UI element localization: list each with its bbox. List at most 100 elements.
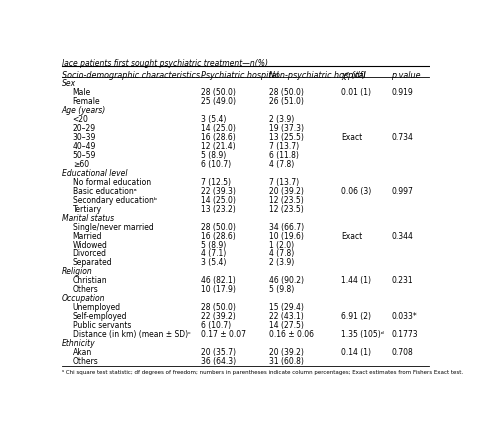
Text: Self-employed: Self-employed	[73, 312, 127, 321]
Text: No formal education: No formal education	[73, 178, 151, 187]
Text: 20 (39.2): 20 (39.2)	[269, 348, 304, 357]
Text: 1.44 (1): 1.44 (1)	[341, 276, 371, 285]
Text: 6 (10.7): 6 (10.7)	[200, 321, 231, 330]
Text: 22 (39.2): 22 (39.2)	[200, 312, 235, 321]
Text: Basic educationᵃ: Basic educationᵃ	[73, 187, 136, 196]
Text: 6.91 (2): 6.91 (2)	[341, 312, 371, 321]
Text: 0.708: 0.708	[391, 348, 413, 357]
Text: Others: Others	[73, 285, 98, 294]
Text: 20 (39.2): 20 (39.2)	[269, 187, 304, 196]
Text: Psychiatric hospital: Psychiatric hospital	[200, 71, 278, 80]
Text: Others: Others	[73, 357, 98, 366]
Text: Separated: Separated	[73, 258, 112, 267]
Text: lace patients first sought psychiatric treatment—n(%): lace patients first sought psychiatric t…	[62, 59, 268, 68]
Text: 0.997: 0.997	[391, 187, 413, 196]
Text: 13 (25.5): 13 (25.5)	[269, 133, 304, 142]
Text: 34 (66.7): 34 (66.7)	[269, 223, 304, 232]
Text: 0.06 (3): 0.06 (3)	[341, 187, 371, 196]
Text: Non-psychiatric hospital: Non-psychiatric hospital	[269, 71, 366, 80]
Text: ≥60: ≥60	[73, 160, 89, 169]
Text: 40–49: 40–49	[73, 142, 96, 151]
Text: 7 (12.5): 7 (12.5)	[200, 178, 230, 187]
Text: Unemployed: Unemployed	[73, 303, 121, 312]
Text: 0.734: 0.734	[391, 133, 413, 142]
Text: Socio-demographic characteristics: Socio-demographic characteristics	[62, 71, 200, 80]
Text: 6 (11.8): 6 (11.8)	[269, 151, 299, 160]
Text: Sex: Sex	[62, 79, 76, 88]
Text: 4 (7.8): 4 (7.8)	[269, 160, 294, 169]
Text: 10 (17.9): 10 (17.9)	[200, 285, 235, 294]
Text: 14 (27.5): 14 (27.5)	[269, 321, 304, 330]
Text: 2 (3.9): 2 (3.9)	[269, 115, 294, 124]
Text: 50–59: 50–59	[73, 151, 96, 160]
Text: 46 (90.2): 46 (90.2)	[269, 276, 304, 285]
Text: Divorced: Divorced	[73, 250, 107, 258]
Text: p value: p value	[391, 71, 421, 80]
Text: 31 (60.8): 31 (60.8)	[269, 357, 304, 366]
Text: 4 (7.8): 4 (7.8)	[269, 250, 294, 258]
Text: 5 (8.9): 5 (8.9)	[200, 241, 226, 250]
Text: 46 (82.1): 46 (82.1)	[200, 276, 235, 285]
Text: 14 (25.0): 14 (25.0)	[200, 124, 235, 133]
Text: 6 (10.7): 6 (10.7)	[200, 160, 231, 169]
Text: Age (years): Age (years)	[62, 106, 106, 115]
Text: 0.14 (1): 0.14 (1)	[341, 348, 371, 357]
Text: 0.1773: 0.1773	[391, 330, 418, 339]
Text: 3 (5.4): 3 (5.4)	[200, 258, 226, 267]
Text: Single/never married: Single/never married	[73, 223, 153, 232]
Text: Religion: Religion	[62, 267, 92, 276]
Text: Ethnicity: Ethnicity	[62, 339, 95, 348]
Text: 3 (5.4): 3 (5.4)	[200, 115, 226, 124]
Text: 36 (64.3): 36 (64.3)	[200, 357, 236, 366]
Text: 7 (13.7): 7 (13.7)	[269, 142, 299, 151]
Text: 2 (3.9): 2 (3.9)	[269, 258, 294, 267]
Text: 28 (50.0): 28 (50.0)	[200, 303, 235, 312]
Text: 30–39: 30–39	[73, 133, 96, 142]
Text: Secondary educationᵇ: Secondary educationᵇ	[73, 196, 157, 205]
Text: 0.344: 0.344	[391, 232, 413, 241]
Text: 28 (50.0): 28 (50.0)	[200, 223, 235, 232]
Text: 1.35 (105)ᵈ: 1.35 (105)ᵈ	[341, 330, 384, 339]
Text: Female: Female	[73, 97, 100, 106]
Text: 25 (49.0): 25 (49.0)	[200, 97, 236, 106]
Text: 12 (21.4): 12 (21.4)	[200, 142, 235, 151]
Text: 26 (51.0): 26 (51.0)	[269, 97, 304, 106]
Text: Tertiary: Tertiary	[73, 205, 102, 214]
Text: 28 (50.0): 28 (50.0)	[200, 88, 235, 97]
Text: 0.16 ± 0.06: 0.16 ± 0.06	[269, 330, 314, 339]
Text: 20 (35.7): 20 (35.7)	[200, 348, 236, 357]
Text: 10 (19.6): 10 (19.6)	[269, 232, 304, 241]
Text: Educational level: Educational level	[62, 169, 127, 178]
Text: 28 (50.0): 28 (50.0)	[269, 88, 304, 97]
Text: 22 (43.1): 22 (43.1)	[269, 312, 304, 321]
Text: Distance (in km) (mean ± SD)ᶜ: Distance (in km) (mean ± SD)ᶜ	[73, 330, 191, 339]
Text: 16 (28.6): 16 (28.6)	[200, 232, 235, 241]
Text: 0.033*: 0.033*	[391, 312, 417, 321]
Text: Married: Married	[73, 232, 102, 241]
Text: Exact: Exact	[341, 232, 362, 241]
Text: ᵃ Chi square test statistic; df degrees of freedom; numbers in parentheses indic: ᵃ Chi square test statistic; df degrees …	[62, 370, 463, 375]
Text: 0.01 (1): 0.01 (1)	[341, 88, 371, 97]
Text: Widowed: Widowed	[73, 241, 108, 250]
Text: 12 (23.5): 12 (23.5)	[269, 205, 304, 214]
Text: 0.919: 0.919	[391, 88, 413, 97]
Text: Male: Male	[73, 88, 91, 97]
Text: 7 (13.7): 7 (13.7)	[269, 178, 299, 187]
Text: 5 (8.9): 5 (8.9)	[200, 151, 226, 160]
Text: <20: <20	[73, 115, 88, 124]
Text: χ² (df): χ² (df)	[341, 71, 366, 80]
Text: 5 (9.8): 5 (9.8)	[269, 285, 294, 294]
Text: 22 (39.3): 22 (39.3)	[200, 187, 235, 196]
Text: Public servants: Public servants	[73, 321, 131, 330]
Text: 14 (25.0): 14 (25.0)	[200, 196, 235, 205]
Text: 19 (37.3): 19 (37.3)	[269, 124, 304, 133]
Text: 15 (29.4): 15 (29.4)	[269, 303, 304, 312]
Text: 16 (28.6): 16 (28.6)	[200, 133, 235, 142]
Text: 4 (7.1): 4 (7.1)	[200, 250, 226, 258]
Text: 0.17 ± 0.07: 0.17 ± 0.07	[200, 330, 246, 339]
Text: Akan: Akan	[73, 348, 92, 357]
Text: Occupation: Occupation	[62, 294, 105, 303]
Text: Exact: Exact	[341, 133, 362, 142]
Text: 20–29: 20–29	[73, 124, 96, 133]
Text: 12 (23.5): 12 (23.5)	[269, 196, 304, 205]
